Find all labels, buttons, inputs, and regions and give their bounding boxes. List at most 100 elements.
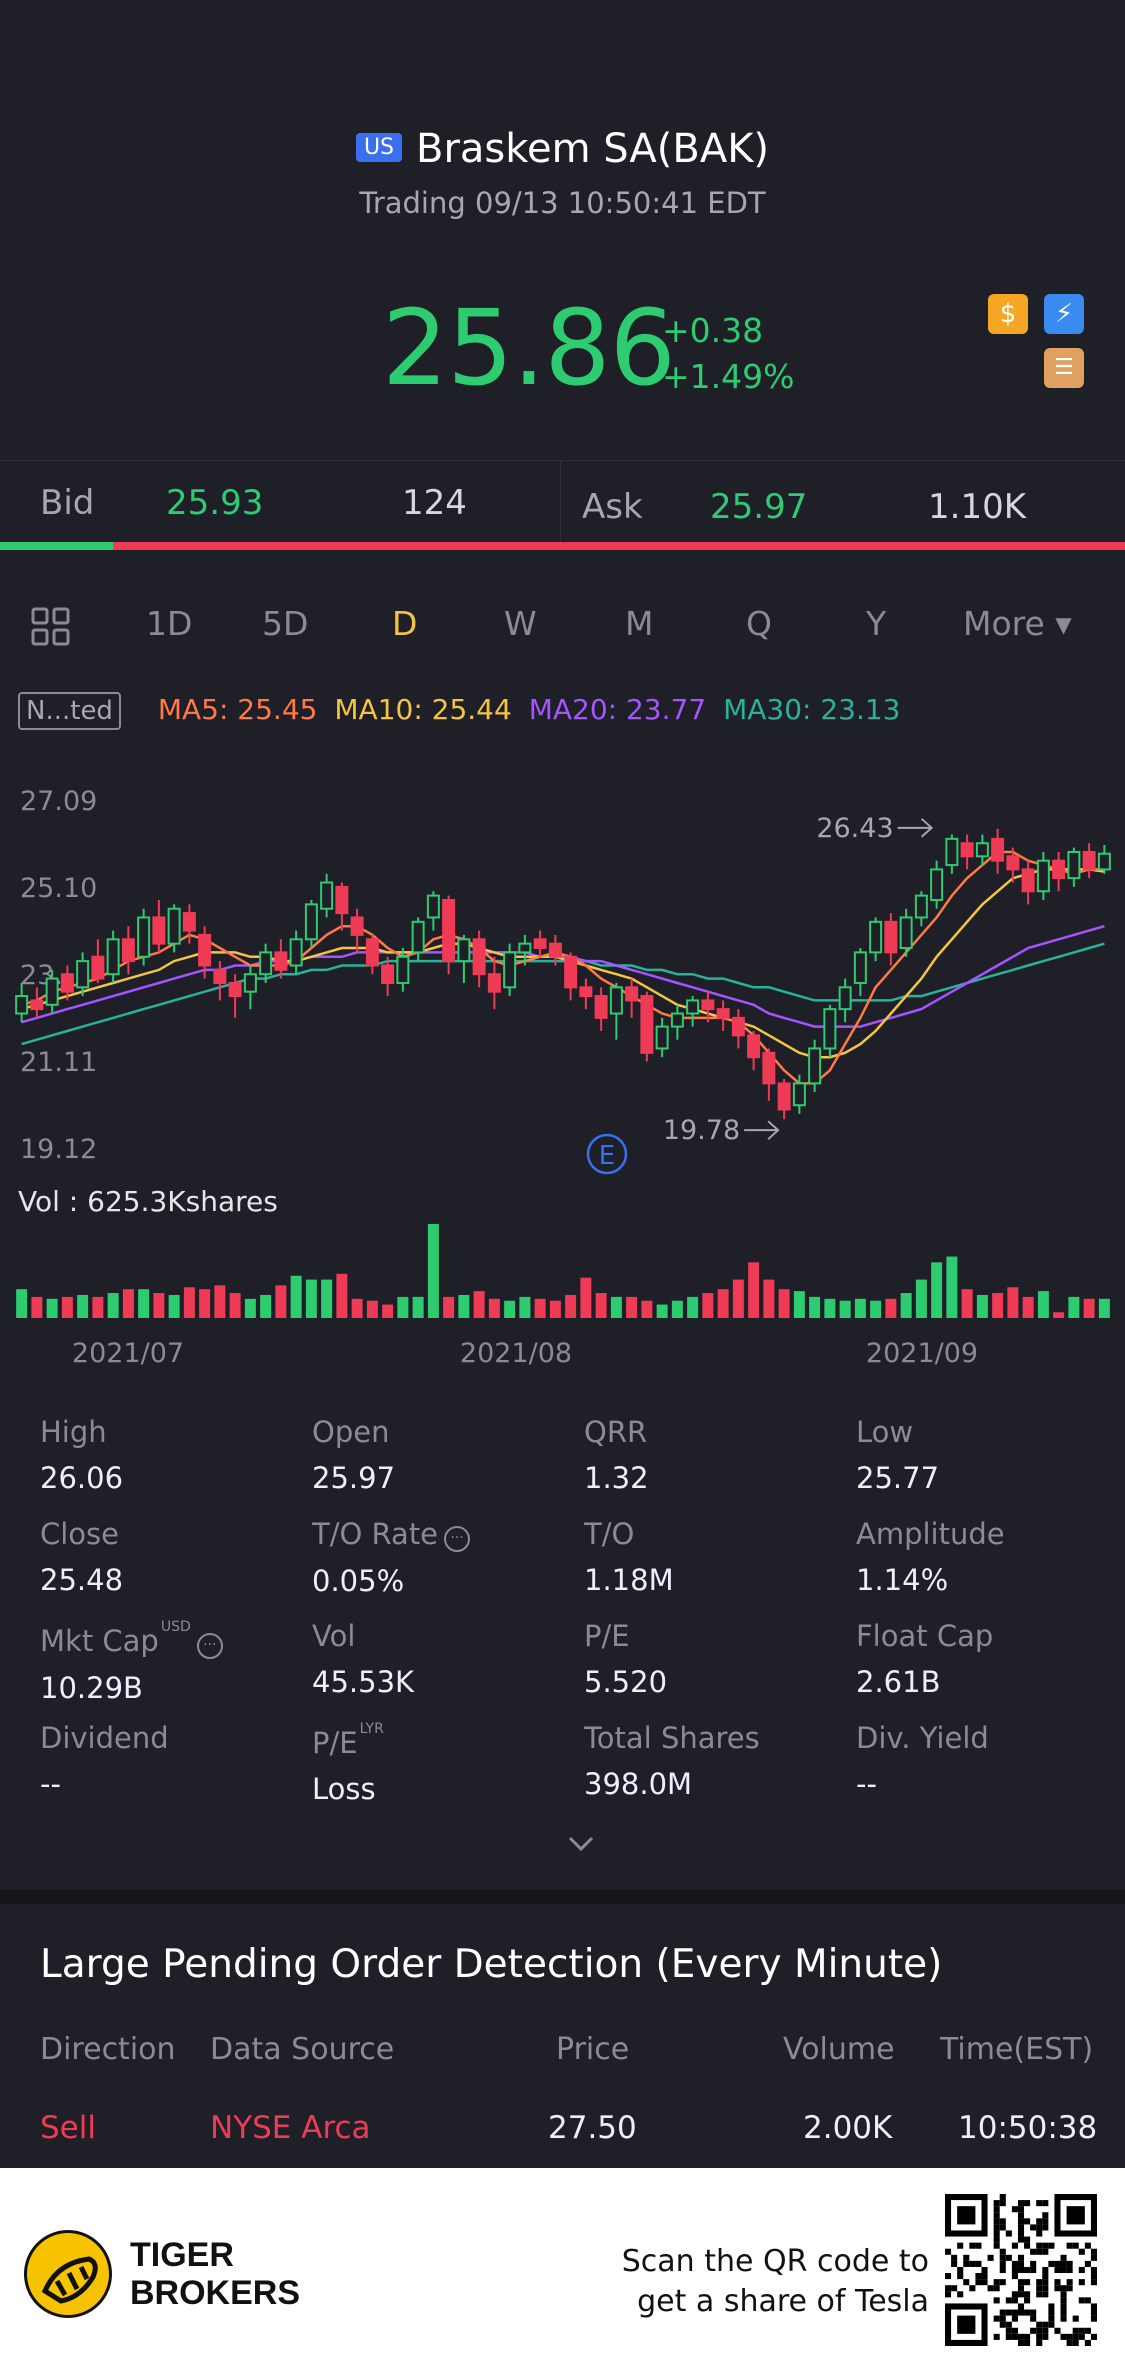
stat-label: P/E: [584, 1619, 630, 1653]
qr-module: [1048, 2321, 1055, 2328]
qr-module: [1090, 2266, 1097, 2274]
chevron-down-icon[interactable]: [566, 1834, 596, 1854]
volume-label: Vol : 625.3Kshares: [18, 1185, 278, 1218]
qr-module: [1011, 2242, 1018, 2249]
qr-module: [969, 2285, 976, 2292]
candle-body: [91, 955, 105, 980]
tab-w[interactable]: W: [504, 604, 537, 643]
stat-div-yield-15: Div. Yield --: [856, 1721, 1125, 1801]
volume-bar: [46, 1298, 58, 1318]
education-icon[interactable]: ☰: [1044, 348, 1084, 388]
qr-module: [1017, 2285, 1025, 2292]
stat-value: 1.18M: [584, 1563, 674, 1597]
qr-module: [1066, 2242, 1073, 2249]
qr-module: [999, 2254, 1006, 2261]
candle-body: [243, 973, 257, 993]
qr-module: [993, 2242, 1000, 2249]
volume-bar: [565, 1294, 577, 1318]
qr-module: [975, 2242, 982, 2249]
stat-value: Loss: [312, 1772, 376, 1806]
candle-body: [350, 916, 364, 936]
ma20-label: MA20: 23.77: [528, 693, 707, 726]
price-change: +0.38 +1.49%: [662, 308, 794, 400]
order-price: 27.50: [548, 2110, 637, 2146]
qr-module: [1078, 2279, 1085, 2286]
tab-1d[interactable]: 1D: [146, 604, 193, 643]
bid-ask-ratio-bar: [0, 542, 1125, 550]
qr-module: [1072, 2327, 1079, 2334]
qr-module: [993, 2285, 1000, 2292]
qr-module: [1060, 2254, 1067, 2261]
candle-body: [579, 986, 593, 998]
indicator-button[interactable]: N...ted: [18, 692, 121, 730]
tab-more[interactable]: More ▾: [963, 604, 1072, 643]
qr-module: [1036, 2224, 1043, 2231]
stat-t-o-rate-5: T/O Rate ··· 0.05%: [312, 1517, 582, 1598]
volume-bar: [946, 1256, 958, 1318]
volume-bar: [915, 1279, 927, 1318]
qr-module: [981, 2279, 988, 2286]
volume-bar: [885, 1298, 897, 1318]
qr-module: [1042, 2248, 1049, 2255]
stat-value: 45.53K: [312, 1665, 415, 1699]
x-tick-label: 2021/08: [460, 1338, 572, 1369]
qr-module: [1060, 2315, 1067, 2322]
tab-5d[interactable]: 5D: [262, 604, 309, 643]
qr-module: [1042, 2333, 1049, 2340]
qr-module: [945, 2248, 952, 2255]
tab-m[interactable]: M: [625, 604, 654, 643]
candle-body: [1097, 852, 1111, 871]
qr-module: [1036, 2321, 1043, 2328]
qr-module: [1060, 2309, 1067, 2316]
info-icon[interactable]: ···: [444, 1526, 471, 1552]
stat-total-shares-14: Total Shares 398.0M: [584, 1721, 854, 1801]
stat-label: Float Cap: [856, 1619, 994, 1653]
qr-module: [963, 2254, 970, 2261]
qr-module: [999, 2248, 1006, 2255]
qr-module: [1011, 2260, 1018, 2267]
qr-module: [999, 2194, 1006, 2201]
qr-module: [1024, 2236, 1031, 2243]
tab-y[interactable]: Y: [866, 604, 887, 643]
stat-dividend-12: Dividend --: [40, 1721, 310, 1801]
qr-module: [969, 2242, 976, 2249]
volume-bar: [458, 1294, 470, 1318]
qr-module: [1017, 2218, 1025, 2225]
last-price: 25.86: [382, 287, 676, 409]
x-tick-label: 2021/09: [866, 1338, 978, 1369]
volume-bar: [671, 1300, 683, 1318]
info-icon[interactable]: ···: [196, 1633, 223, 1659]
qr-module: [1042, 2273, 1049, 2280]
stock-title: US Braskem SA(BAK): [0, 126, 1125, 172]
qr-module: [1017, 2266, 1025, 2274]
qr-module: [999, 2279, 1006, 2286]
candle-body: [533, 938, 547, 950]
grid-icon[interactable]: [30, 606, 72, 648]
qr-module: [1036, 2230, 1043, 2237]
qr-module: [1048, 2242, 1055, 2249]
event-marker-label: E: [599, 1141, 615, 1171]
y-tick-label: 25.10: [20, 873, 97, 904]
qr-module: [993, 2200, 1000, 2207]
volume-bar: [61, 1296, 73, 1318]
candle-body: [1082, 850, 1096, 871]
dollar-icon[interactable]: $: [988, 294, 1028, 334]
volume-bar: [214, 1285, 226, 1318]
candle-body: [731, 1016, 745, 1037]
stat-float-cap-11: Float Cap 2.61B: [856, 1619, 1125, 1699]
tab-d[interactable]: D: [392, 604, 418, 643]
volume-bar: [854, 1298, 866, 1318]
volume-bar: [778, 1289, 790, 1318]
y-tick-label: 21.11: [20, 1047, 97, 1078]
qr-module: [1090, 2273, 1097, 2280]
flash-icon[interactable]: ⚡: [1044, 294, 1084, 334]
volume-bar: [351, 1298, 363, 1318]
promo-footer: TIGER BROKERS Scan the QR code to get a …: [0, 2168, 1125, 2380]
period-tabs: 1D 5D D W M Q Y More ▾: [0, 598, 1125, 662]
qr-module: [1011, 2291, 1018, 2298]
volume-bar: [549, 1300, 561, 1318]
volume-bar: [473, 1291, 485, 1318]
volume-bar: [1083, 1298, 1095, 1318]
tab-q[interactable]: Q: [746, 604, 772, 643]
